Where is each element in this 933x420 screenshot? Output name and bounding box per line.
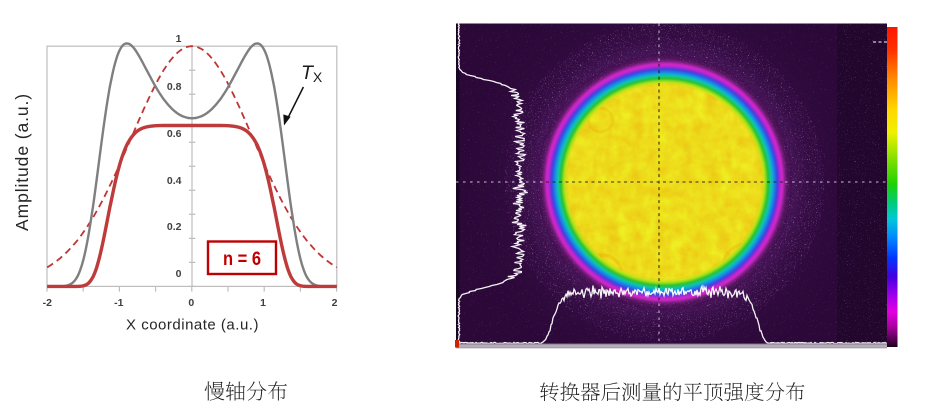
svg-text:1: 1 — [176, 33, 182, 45]
svg-text:Amplitude (a.u.): Amplitude (a.u.) — [12, 93, 32, 231]
svg-text:TX: TX — [301, 62, 323, 85]
svg-text:n = 6: n = 6 — [223, 249, 261, 270]
svg-text:0.6: 0.6 — [167, 128, 182, 140]
svg-text:0: 0 — [188, 297, 194, 309]
svg-text:1: 1 — [260, 297, 266, 309]
svg-text:-1: -1 — [114, 297, 123, 309]
svg-text:0.8: 0.8 — [167, 81, 182, 93]
svg-text:2: 2 — [332, 297, 338, 309]
svg-text:0: 0 — [176, 268, 182, 280]
svg-text:0.4: 0.4 — [167, 175, 182, 187]
svg-text:0.2: 0.2 — [167, 221, 182, 233]
svg-text:-2: -2 — [43, 297, 52, 309]
svg-text:X coordinate (a.u.): X coordinate (a.u.) — [126, 317, 259, 334]
